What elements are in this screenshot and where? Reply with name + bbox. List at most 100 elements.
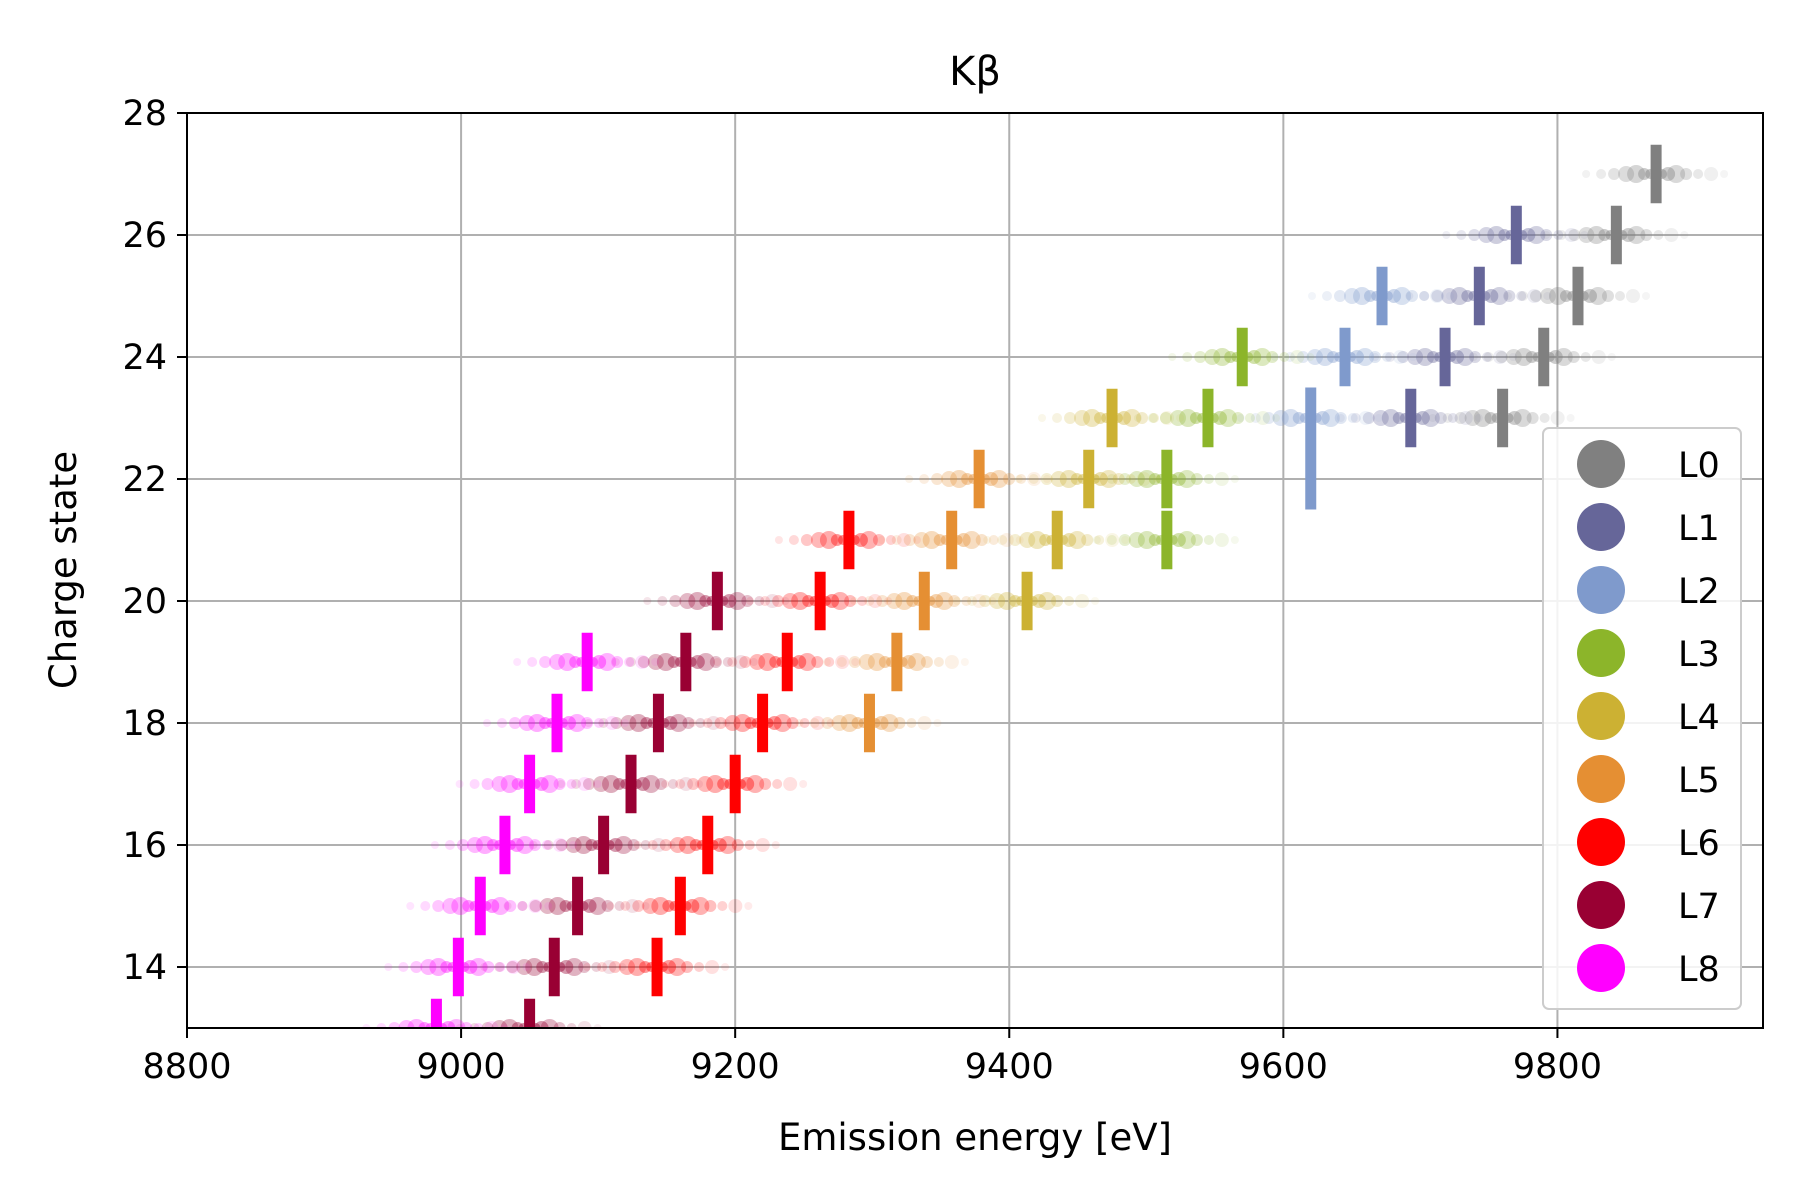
- transition-dot: [593, 776, 610, 792]
- transition-dot: [632, 900, 645, 912]
- transition-dot: [824, 657, 835, 667]
- transition-dot: [642, 775, 661, 793]
- transition-dot: [1641, 292, 1650, 300]
- transition-dot: [1123, 409, 1142, 427]
- transition-dot: [831, 715, 848, 731]
- transition-dot: [588, 897, 607, 915]
- chart-title: Kβ: [949, 49, 1001, 95]
- transition-dot: [809, 718, 820, 728]
- transition-dot: [619, 959, 636, 975]
- transition-dot: [979, 595, 992, 607]
- transition-dot: [566, 1023, 577, 1028]
- transition-dot: [1362, 412, 1375, 424]
- transition-dot: [569, 656, 582, 668]
- transition-dot: [771, 841, 780, 849]
- transition-dot: [679, 593, 696, 609]
- transition-dot: [1505, 349, 1522, 365]
- transition-dot: [786, 717, 799, 729]
- transition-dot: [635, 655, 650, 669]
- transition-dot: [1272, 410, 1289, 426]
- transition-dot: [706, 775, 725, 793]
- transition-dot: [1271, 353, 1280, 361]
- transition-dot: [613, 778, 626, 790]
- transition-dot: [1539, 288, 1556, 304]
- transition-dot: [1334, 412, 1347, 424]
- transition-dot: [1190, 534, 1203, 546]
- transition-dot: [1064, 596, 1075, 606]
- transition-dot: [466, 837, 483, 853]
- transition-dot: [565, 837, 582, 853]
- transition-dot: [896, 533, 911, 547]
- transition-dot: [549, 654, 566, 670]
- transition-dot: [1136, 412, 1149, 424]
- transition-dot: [1527, 226, 1546, 244]
- transition-dot: [682, 717, 695, 729]
- transition-dot: [702, 718, 713, 728]
- legend: L0 L1 L2 L3 L4 L5 L6 L7 L8: [1542, 427, 1742, 1010]
- transition-dot: [1393, 287, 1412, 305]
- transition-dot: [997, 535, 1008, 545]
- transition-dot: [1190, 473, 1203, 485]
- transition-dot: [1608, 168, 1621, 180]
- transition-dot: [637, 656, 650, 668]
- transition-dot: [746, 775, 765, 793]
- transition-dot: [1430, 289, 1445, 303]
- transition-dot: [685, 899, 700, 913]
- transition-dot: [1582, 170, 1591, 178]
- transition-dot: [388, 1022, 401, 1028]
- legend-label: L5: [1678, 761, 1720, 801]
- transition-dot: [1578, 227, 1595, 243]
- y-tick-label: 28: [122, 94, 167, 134]
- transition-dot: [407, 1019, 426, 1028]
- transition-dot: [1397, 351, 1410, 363]
- transition-dot: [857, 596, 868, 606]
- x-axis-label: Emission energy [eV]: [778, 1116, 1172, 1159]
- transition-dot: [1094, 535, 1105, 545]
- transition-dot: [1231, 412, 1244, 424]
- transition-dot: [1409, 353, 1418, 361]
- transition-dot: [1255, 411, 1270, 425]
- y-tick-label: 20: [122, 582, 167, 622]
- transition-dot: [878, 656, 891, 668]
- transition-dot: [1168, 353, 1177, 361]
- transition-dot: [517, 901, 528, 911]
- transition-dot: [1281, 409, 1300, 427]
- transition-dot: [1421, 409, 1440, 427]
- transition-dot: [893, 717, 906, 729]
- transition-dot: [962, 531, 981, 549]
- transition-dot: [497, 718, 508, 728]
- transition-dot: [578, 961, 591, 973]
- transition-dot: [754, 596, 765, 606]
- transition-dot: [1356, 348, 1375, 366]
- transition-dot: [933, 534, 946, 546]
- legend-marker: [1577, 440, 1625, 488]
- transition-dot: [1099, 470, 1118, 488]
- transition-dot: [967, 596, 978, 606]
- transition-dot: [1315, 411, 1330, 425]
- transition-dot: [906, 718, 917, 728]
- transition-dot: [522, 963, 531, 971]
- transition-dot: [627, 839, 640, 851]
- transition-dot: [858, 654, 875, 670]
- transition-dot: [1050, 471, 1067, 487]
- x-tick-label: 9400: [965, 1047, 1054, 1087]
- transition-dot: [553, 1022, 566, 1028]
- transition-dot: [506, 960, 521, 974]
- transition-dot: [811, 656, 824, 668]
- y-axis-label: Charge state: [42, 451, 85, 689]
- transition-dot: [825, 594, 840, 608]
- transition-dot: [558, 653, 577, 671]
- transition-dot: [585, 839, 598, 851]
- transition-dot: [1128, 532, 1145, 548]
- transition-dot: [1039, 534, 1052, 546]
- transition-dot: [724, 715, 741, 731]
- transition-dot: [1137, 470, 1156, 488]
- transition-dot: [802, 595, 815, 607]
- transition-dot: [469, 779, 480, 789]
- transition-dot: [713, 658, 722, 666]
- transition-dot: [1568, 229, 1581, 241]
- transition-dot: [1456, 230, 1467, 240]
- transition-dot: [509, 838, 524, 852]
- series-marks: [430, 144, 1662, 1028]
- transition-dot: [1431, 290, 1444, 302]
